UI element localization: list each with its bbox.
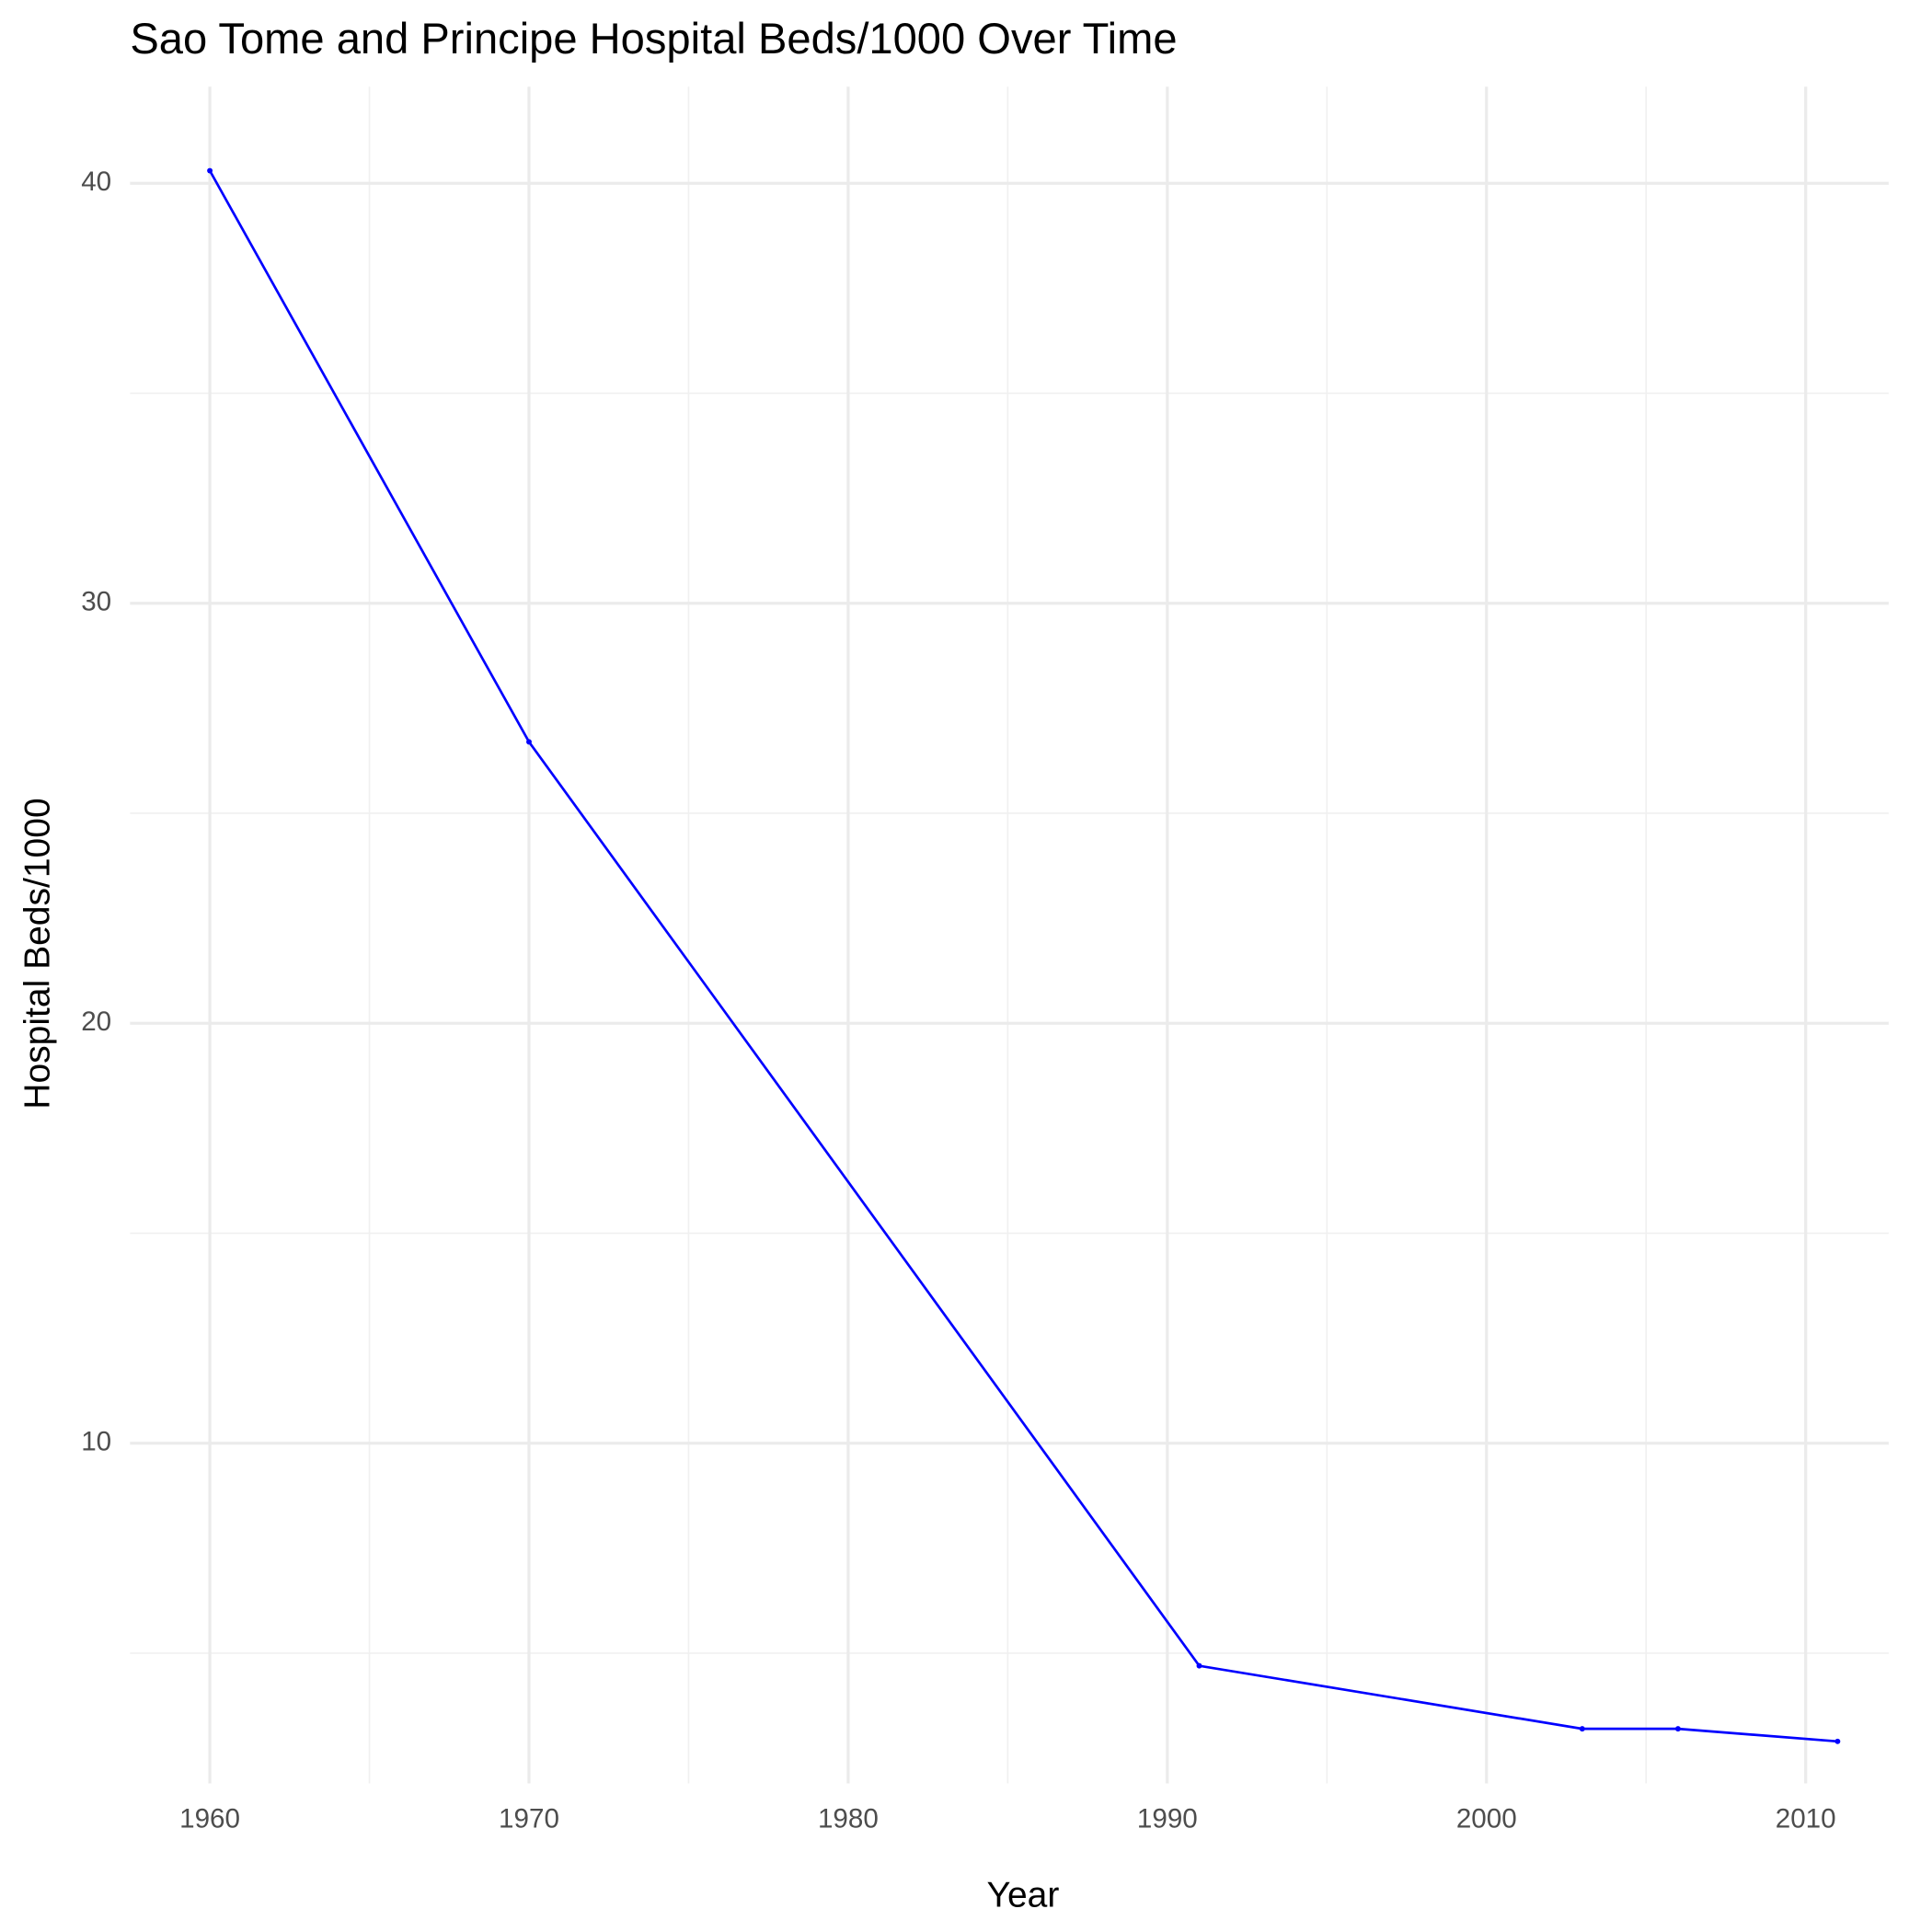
y-tick-label: 40 xyxy=(81,167,111,197)
data-point xyxy=(1674,1726,1681,1732)
y-tick-label: 30 xyxy=(81,587,111,617)
x-tick-label: 1990 xyxy=(1137,1804,1198,1834)
chart-title: Sao Tome and Principe Hospital Beds/1000… xyxy=(130,14,1177,63)
x-tick-label: 1970 xyxy=(499,1804,559,1834)
y-tick-label: 10 xyxy=(81,1427,111,1457)
y-tick-label: 20 xyxy=(81,1006,111,1037)
y-axis-title: Hospital Beds/1000 xyxy=(17,798,57,1109)
data-point xyxy=(1579,1726,1585,1732)
x-tick-label: 1960 xyxy=(179,1804,240,1834)
data-line xyxy=(208,169,1838,1743)
x-tick-label: 2010 xyxy=(1776,1804,1836,1834)
x-tick-label: 1980 xyxy=(818,1804,879,1834)
x-axis-title: Year xyxy=(987,1876,1060,1915)
data-point xyxy=(526,739,532,745)
x-tick-label: 2000 xyxy=(1456,1804,1517,1834)
data-point xyxy=(1834,1738,1841,1744)
data-point xyxy=(207,167,213,174)
data-point xyxy=(1196,1662,1202,1669)
